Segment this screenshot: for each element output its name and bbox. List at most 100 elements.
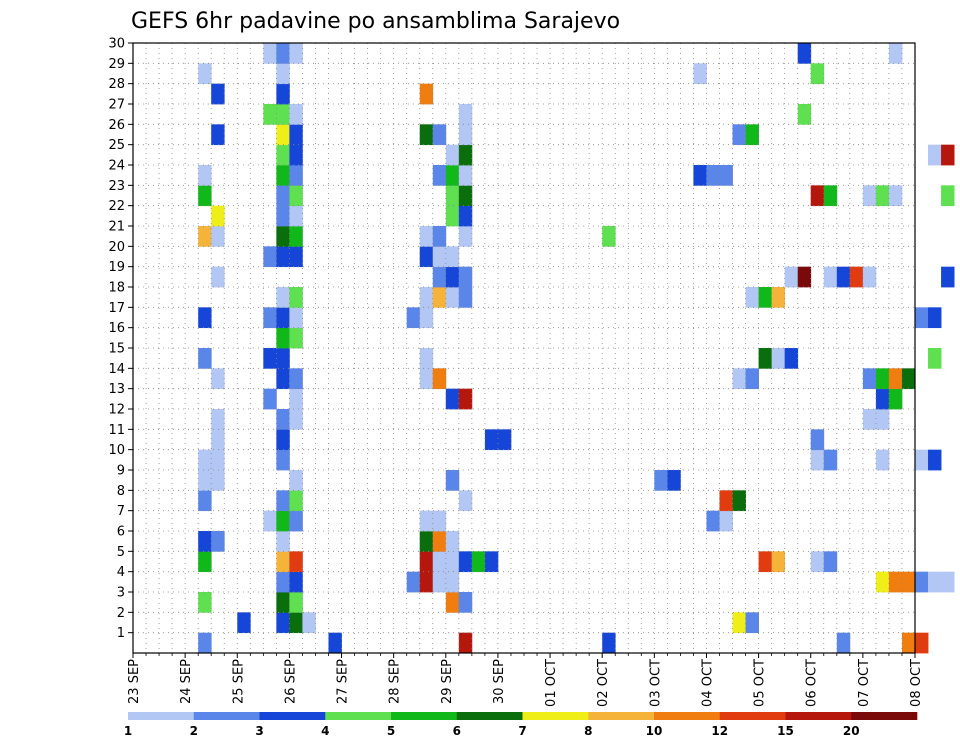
heatmap-cell [928,348,942,369]
heatmap-cell [263,246,277,268]
heatmap-cell [719,490,733,512]
heatmap-cell [875,185,890,207]
legend-label: 8 [584,724,592,738]
y-tick-label: 5 [117,545,125,560]
heatmap-cell [432,266,447,288]
heatmap-cell [745,368,759,390]
legend-label: 7 [518,724,526,738]
x-tick-label: 04 OCT [700,659,715,707]
heatmap-cell [719,510,733,532]
legend-label: 3 [255,724,263,738]
color-legend: 1 2 3 4 5 6 7 8 10 12 15 20 [124,712,918,738]
heatmap-cell [797,104,812,125]
heatmap-cell [211,205,225,227]
heatmap-cell [276,287,290,308]
heatmap-cell [432,287,447,308]
heatmap-cell [289,205,303,227]
heatmap-cell [302,612,316,634]
heatmap-cell [810,551,825,573]
legend-swatch [588,712,655,720]
x-tick-label: 02 OCT [596,659,611,707]
heatmap-cell [211,449,225,471]
y-tick-label: 27 [108,98,125,113]
heatmap-cells [198,43,955,654]
heatmap-cell [745,124,759,146]
x-tick-label: 05 OCT [753,659,768,707]
heatmap-cell [862,185,877,207]
heatmap-cell [445,205,460,227]
heatmap-cell [445,571,460,593]
heatmap-cell [276,205,290,227]
heatmap-cell [888,185,903,207]
heatmap-cell [198,592,212,613]
heatmap-cell [458,226,473,247]
heatmap-cell [328,632,342,654]
heatmap-cell [928,571,942,593]
heatmap-cell [276,429,290,451]
heatmap-cell [419,83,434,105]
x-tick-label: 06 OCT [805,659,820,707]
heatmap-cell [211,429,225,451]
heatmap-cell [458,632,473,654]
heatmap-cell [276,307,290,329]
y-tick-label: 15 [108,342,125,357]
heatmap-cell [758,287,773,308]
y-tick-label: 14 [108,362,125,377]
y-tick-label: 17 [108,301,125,316]
heatmap-cell [915,449,929,471]
heatmap-cell [497,429,512,451]
heatmap-cell [198,63,212,85]
heatmap-cell [471,551,486,573]
y-tick-label: 22 [108,199,125,214]
heatmap-cell [888,43,903,64]
heatmap-cell [276,246,290,268]
heatmap-cell [276,490,290,512]
heatmap-cell [915,571,929,593]
heatmap-cell [445,470,460,491]
heatmap-cell [419,307,434,329]
y-tick-label: 1 [117,626,125,641]
heatmap-cell [289,409,303,430]
heatmap-cell [432,368,447,390]
heatmap-cell [458,287,473,308]
y-tick-label: 25 [108,138,125,153]
heatmap-cell [211,226,225,247]
heatmap-cell [211,83,225,105]
heatmap-cell [419,124,434,146]
heatmap-cell [289,246,303,268]
x-tick-label: 28 SEP [388,659,403,704]
heatmap-cell [888,368,903,390]
y-axis: 1234567891011121314151617181920212223242… [108,37,133,641]
x-tick-label: 27 SEP [336,659,351,704]
y-tick-label: 9 [117,464,125,479]
y-tick-label: 8 [117,484,125,499]
heatmap-cell [849,266,864,288]
heatmap-cell [445,388,460,410]
heatmap-cell [810,449,825,471]
heatmap-cell [862,368,877,390]
heatmap-cell [732,612,746,634]
heatmap-cell [771,287,786,308]
heatmap-cell [458,592,473,613]
y-tick-label: 7 [117,504,125,519]
y-tick-label: 12 [108,403,125,418]
heatmap-cell [211,368,225,390]
heatmap-cell [941,185,955,207]
heatmap-cell [263,388,277,410]
heatmap-cell [289,287,303,308]
heatmap-cell [445,592,460,613]
legend-swatch [259,712,326,720]
heatmap-cell [276,531,290,552]
x-tick-label: 26 SEP [283,659,298,704]
heatmap-cell [719,165,733,186]
legend-swatch [719,712,786,720]
x-tick-label: 23 SEP [127,659,142,704]
heatmap-cell [263,104,277,125]
heatmap-cell [928,449,942,471]
heatmap-cell [862,266,877,288]
heatmap-cell [198,226,212,247]
heatmap-cell [445,246,460,268]
heatmap-cell [289,368,303,390]
heatmap-cell [875,571,890,593]
heatmap-cell [276,409,290,430]
